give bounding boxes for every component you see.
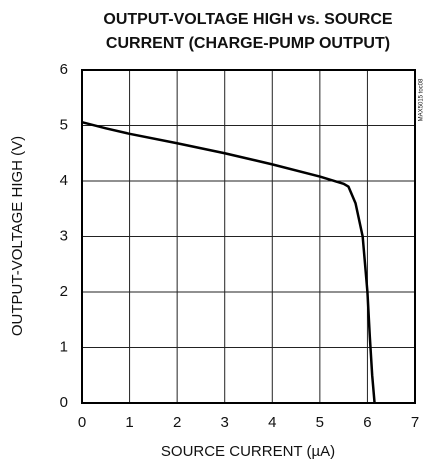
y-tick-label: 5 (60, 116, 68, 133)
annotation: MAX5015 toc08 (419, 78, 425, 121)
x-tick-label: 0 (78, 414, 86, 431)
y-tick-label: 4 (60, 172, 68, 189)
y-tick-label: 2 (60, 283, 68, 300)
y-tick-label: 6 (60, 61, 68, 78)
x-tick-label: 3 (221, 414, 229, 431)
y-axis-label: OUTPUT-VOLTAGE HIGH (V) (9, 136, 26, 336)
x-tick-label: 1 (125, 414, 133, 431)
x-tick-label: 4 (268, 414, 276, 431)
x-axis-label: SOURCE CURRENT (µA) (161, 443, 335, 460)
x-tick-label: 7 (411, 414, 419, 431)
plot-frame (81, 69, 416, 404)
chart-title: CURRENT (CHARGE-PUMP OUTPUT) (106, 35, 390, 52)
x-tick-label: 5 (316, 414, 324, 431)
x-tick-label: 2 (173, 414, 181, 431)
chart-title: OUTPUT-VOLTAGE HIGH vs. SOURCE (103, 11, 393, 28)
y-tick-label: 3 (60, 227, 68, 244)
y-tick-label: 1 (60, 338, 68, 355)
x-tick-label: 6 (363, 414, 371, 431)
data-line (81, 120, 376, 404)
y-tick-label: 0 (60, 394, 68, 411)
